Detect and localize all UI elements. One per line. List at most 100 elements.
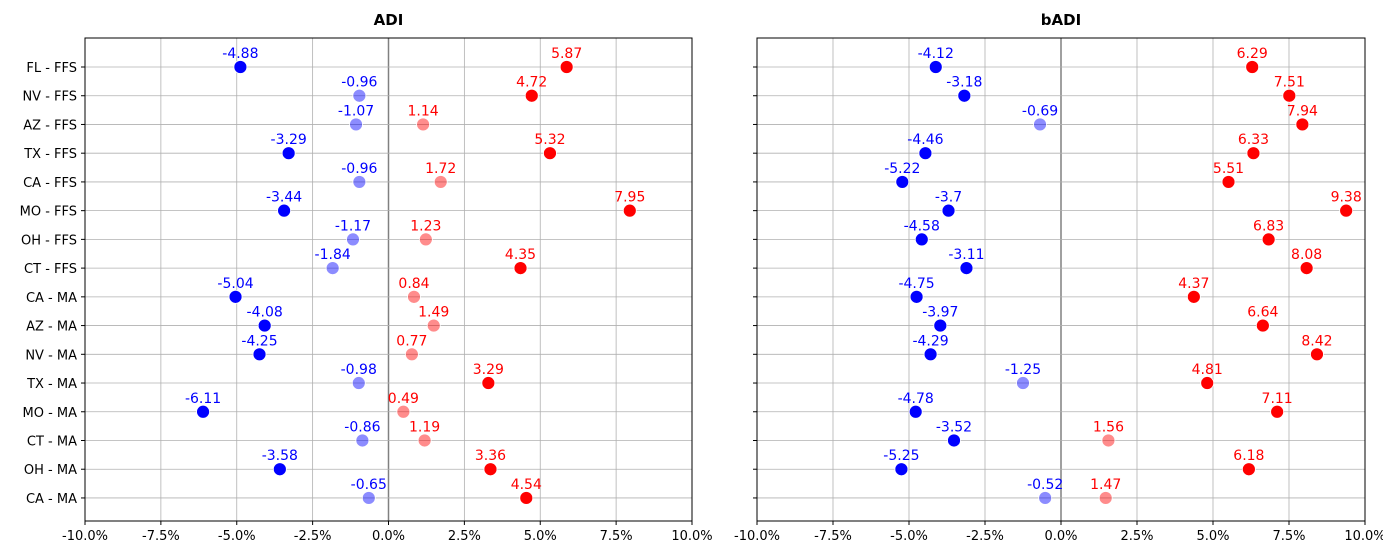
x-tick-label: 0.0% bbox=[372, 529, 405, 544]
data-label: -0.96 bbox=[341, 161, 377, 177]
data-point bbox=[559, 60, 574, 74]
y-tick-label: OH - MA bbox=[24, 463, 77, 478]
data-point bbox=[228, 289, 243, 304]
data-point bbox=[1038, 491, 1053, 505]
data-label: -0.52 bbox=[1027, 477, 1063, 493]
data-point bbox=[1261, 232, 1276, 247]
data-label: -5.04 bbox=[217, 276, 253, 292]
data-label: 9.38 bbox=[1331, 190, 1362, 206]
data-point bbox=[252, 347, 267, 362]
data-label: -4.25 bbox=[241, 333, 277, 349]
data-point bbox=[895, 175, 910, 189]
data-label: 4.54 bbox=[511, 477, 542, 493]
data-point bbox=[909, 289, 924, 304]
data-point bbox=[196, 404, 210, 419]
data-point bbox=[1033, 117, 1047, 132]
data-point bbox=[947, 433, 961, 448]
data-label: 7.94 bbox=[1287, 103, 1318, 119]
data-point bbox=[941, 203, 956, 218]
data-point bbox=[277, 203, 291, 218]
x-tick-label: -2.5% bbox=[294, 529, 332, 544]
data-label: 7.95 bbox=[614, 190, 645, 206]
data-label: -4.75 bbox=[898, 276, 934, 292]
data-point bbox=[959, 261, 974, 276]
y-tick-label: MO - FFS bbox=[20, 205, 77, 220]
data-point bbox=[1241, 462, 1256, 477]
y-tick-label: TX - FFS bbox=[23, 147, 77, 162]
data-label: 1.72 bbox=[425, 161, 456, 177]
x-tick-label: -10.0% bbox=[62, 529, 108, 544]
data-point bbox=[481, 376, 496, 390]
data-point bbox=[233, 60, 248, 74]
data-point bbox=[908, 404, 923, 419]
data-point bbox=[257, 318, 272, 333]
data-label: -6.11 bbox=[185, 391, 221, 407]
data-label: 4.72 bbox=[516, 75, 547, 91]
y-tick-label: AZ - FFS bbox=[23, 118, 77, 133]
data-label: 4.81 bbox=[1192, 362, 1223, 378]
x-tick-label: 7.5% bbox=[1272, 529, 1305, 544]
data-point bbox=[346, 232, 360, 247]
x-tick-label: 5.0% bbox=[1196, 529, 1229, 544]
data-point bbox=[513, 261, 528, 276]
data-label: -4.29 bbox=[912, 333, 948, 349]
x-tick-label: 5.0% bbox=[524, 529, 557, 544]
data-label: 0.49 bbox=[388, 391, 419, 407]
data-point bbox=[519, 491, 534, 505]
x-tick-label: 2.5% bbox=[1120, 529, 1153, 544]
data-label: 3.36 bbox=[475, 448, 506, 464]
data-point bbox=[1310, 347, 1324, 362]
data-label: 1.19 bbox=[409, 419, 440, 435]
data-point bbox=[1186, 289, 1201, 304]
data-label: 4.35 bbox=[505, 247, 536, 263]
x-tick-label: -7.5% bbox=[142, 529, 180, 544]
data-label: 1.14 bbox=[408, 103, 439, 119]
data-label: -1.07 bbox=[338, 103, 374, 119]
data-label: -0.65 bbox=[351, 477, 387, 493]
y-tick-label: FL - FFS bbox=[26, 61, 77, 76]
y-tick-label: OH - FFS bbox=[21, 233, 77, 248]
y-tick-label: CA - MA bbox=[26, 291, 77, 306]
x-tick-label: -5.0% bbox=[218, 529, 256, 544]
y-tick-label: TX - MA bbox=[26, 377, 77, 392]
data-point bbox=[426, 318, 441, 333]
data-label: 1.47 bbox=[1090, 477, 1121, 493]
data-label: 1.56 bbox=[1093, 419, 1124, 435]
data-label: 6.29 bbox=[1237, 46, 1268, 62]
x-tick-label: -7.5% bbox=[814, 529, 852, 544]
data-label: 7.51 bbox=[1274, 75, 1305, 91]
data-label: -3.29 bbox=[271, 132, 307, 148]
data-label: 8.42 bbox=[1301, 333, 1332, 349]
data-point bbox=[1200, 376, 1215, 390]
data-label: -4.58 bbox=[904, 218, 940, 234]
y-tick-label: NV - FFS bbox=[22, 90, 77, 105]
data-point bbox=[928, 60, 943, 74]
data-label: 6.83 bbox=[1253, 218, 1284, 234]
data-point bbox=[417, 433, 432, 448]
data-point bbox=[281, 146, 296, 161]
data-label: -1.84 bbox=[315, 247, 351, 263]
panel-adi: -10.0% -7.5% -5.0% -2.5% 0.0% 2.5% 5.0% 7.5% 10.… bbox=[20, 11, 713, 544]
data-point bbox=[433, 175, 448, 189]
data-label: 6.64 bbox=[1247, 305, 1278, 321]
x-tick-label: -10.0% bbox=[734, 529, 780, 544]
y-tick-label: CT - MA bbox=[27, 434, 77, 449]
data-point bbox=[1221, 175, 1236, 189]
data-label: -1.25 bbox=[1005, 362, 1041, 378]
data-label: 0.77 bbox=[396, 333, 427, 349]
data-label: 5.51 bbox=[1213, 161, 1244, 177]
data-point bbox=[524, 88, 539, 103]
data-point bbox=[1270, 404, 1285, 419]
data-label: -4.78 bbox=[898, 391, 934, 407]
data-point bbox=[1098, 491, 1113, 505]
data-label: -4.88 bbox=[222, 46, 258, 62]
data-label: -3.52 bbox=[936, 419, 972, 435]
data-label: 3.29 bbox=[473, 362, 504, 378]
y-tick-label: CT - FFS bbox=[24, 262, 77, 277]
x-tick-label: 7.5% bbox=[600, 529, 633, 544]
data-point bbox=[349, 117, 363, 132]
x-tick-label: 10.0% bbox=[671, 529, 712, 544]
data-point bbox=[1299, 261, 1314, 276]
data-point bbox=[914, 232, 929, 247]
